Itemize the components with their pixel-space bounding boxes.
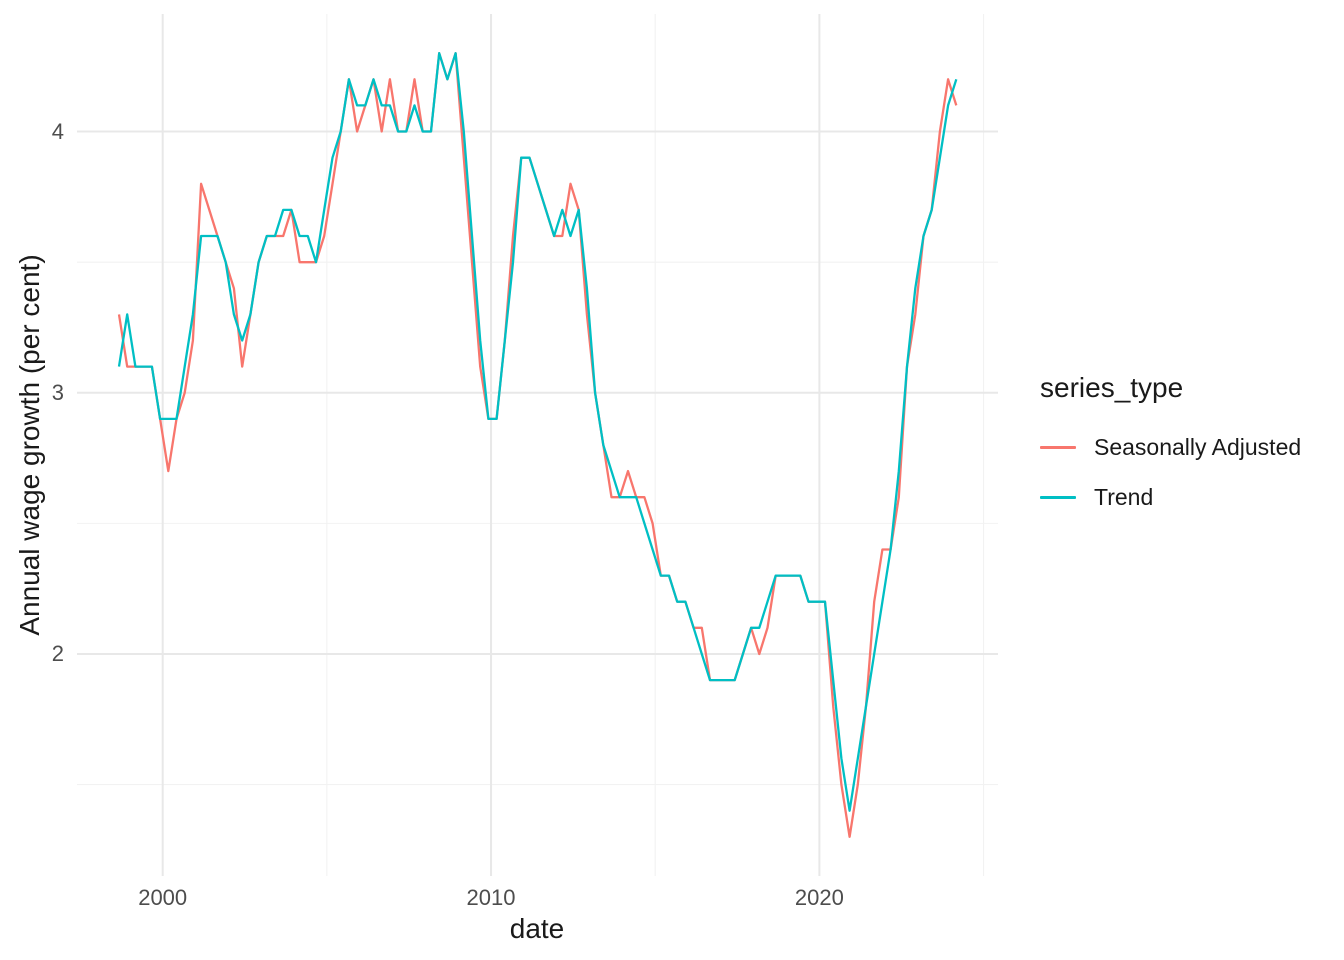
legend: series_type Seasonally Adjusted Trend xyxy=(1040,372,1301,534)
legend-entry-trend: Trend xyxy=(1040,484,1301,510)
y-tick-label: 4 xyxy=(51,118,64,144)
legend-entry-label: Seasonally Adjusted xyxy=(1094,433,1302,460)
legend-key-line-icon xyxy=(1040,445,1076,449)
y-tick-label: 2 xyxy=(51,640,64,666)
x-tick-label: 2020 xyxy=(794,885,844,910)
legend-key-line-icon xyxy=(1040,495,1076,499)
legend-title: series_type xyxy=(1040,372,1184,403)
x-tick-label: 2000 xyxy=(138,885,188,910)
series-line-seasonally-adjusted xyxy=(117,52,958,838)
x-axis-title: date xyxy=(509,913,565,944)
y-axis-title: Annual wage growth (per cent) xyxy=(14,254,45,636)
legend-entry-seasonally-adjusted: Seasonally Adjusted xyxy=(1040,434,1301,460)
x-tick-label: 2010 xyxy=(466,885,516,910)
y-tick-label: 3 xyxy=(51,379,64,405)
series-line-trend xyxy=(117,52,958,812)
legend-entry-label: Trend xyxy=(1094,483,1154,510)
